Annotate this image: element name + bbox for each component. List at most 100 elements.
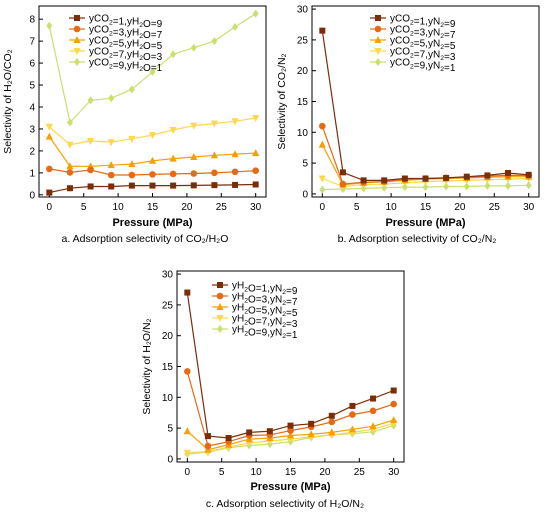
data-point (148, 156, 157, 164)
y-tick-label: 30 (297, 5, 309, 16)
data-point (45, 123, 53, 131)
y-tick-label: 30 (162, 270, 174, 281)
legend-marker (74, 15, 80, 21)
legend-label: yH2O=5,yN2=5 (232, 303, 298, 320)
legend: yCO2=1,yH2O=9yCO2=3,yH2O=7yCO2=5,yH2O=5y… (69, 14, 163, 74)
legend-item: yH2O=3,yN2=7 (212, 292, 298, 309)
x-tick-label: 30 (250, 202, 262, 213)
x-tick-label: 20 (319, 467, 331, 478)
data-point (286, 431, 295, 439)
data-point (369, 422, 377, 430)
series-5 (46, 9, 259, 127)
y-tick-label: 4 (29, 102, 35, 113)
y-axis-label: Selectivity of H₂O/N₂ (141, 318, 153, 414)
y-axis-label: Selectivity of H₂O/CO₂ (2, 49, 14, 153)
data-point (170, 50, 177, 59)
data-point (107, 161, 115, 169)
legend-marker (73, 36, 81, 43)
data-point (339, 169, 346, 176)
x-tick-label: 25 (354, 467, 366, 478)
legend-marker (217, 282, 223, 288)
data-point (108, 94, 115, 103)
data-point (210, 151, 219, 159)
y-tick-label: 8 (29, 15, 35, 26)
data-point (190, 122, 198, 130)
data-point (128, 160, 136, 168)
legend-label: yCO2=7,yH2O=3 (89, 47, 163, 64)
data-point (390, 400, 397, 408)
data-point (252, 9, 259, 18)
chart-a: 0 5 10 15 20 25 30 0 1 2 3 4 5 6 7 8 Pressure (MPa) Selec… (2, 5, 267, 245)
data-point (328, 428, 336, 436)
data-point (211, 182, 218, 189)
data-point (360, 177, 367, 184)
legend-item: yCO2=7,yH2O=3 (69, 47, 163, 64)
data-point (190, 153, 198, 161)
legend-item: yCO2=9,yN2=1 (370, 58, 456, 74)
data-point (390, 416, 398, 424)
data-point (246, 429, 253, 436)
data-point (401, 175, 408, 182)
y-tick-label: 25 (162, 300, 174, 311)
data-point (252, 181, 259, 188)
data-point (422, 175, 429, 182)
legend-marker (375, 15, 381, 21)
y-tick-label: 20 (297, 66, 309, 77)
x-tick-label: 15 (147, 202, 159, 213)
data-point (443, 182, 450, 191)
data-point (46, 21, 53, 30)
data-point (231, 118, 239, 126)
data-point (287, 427, 294, 434)
legend-item: yCO2=1,yN2=9 (370, 14, 456, 30)
data-point (169, 170, 177, 178)
legend-marker (374, 48, 382, 55)
x-tick-label: 0 (47, 202, 53, 213)
data-point (319, 122, 326, 130)
x-tick-label: 25 (216, 202, 228, 213)
x-tick-label: 15 (420, 202, 432, 213)
data-point (66, 169, 74, 176)
y-tick-label: 1 (29, 168, 35, 179)
x-axis-label: Pressure (MPa) (250, 481, 330, 493)
y-tick-label: 15 (162, 362, 174, 373)
data-point (505, 181, 512, 190)
legend-item: yCO2=3,yN2=7 (370, 25, 456, 41)
x-tick-label: 20 (181, 202, 193, 213)
series-4 (45, 114, 260, 149)
legend-marker (73, 48, 81, 55)
data-point (183, 449, 191, 457)
x-tick-label: 5 (354, 202, 360, 213)
data-point (484, 181, 491, 190)
y-tick-label: 20 (162, 331, 174, 342)
x-tick-label: 0 (320, 202, 326, 213)
data-point (87, 166, 94, 174)
y-tick-label: 10 (162, 393, 174, 404)
data-point (348, 425, 357, 433)
legend-label: yH2O=3,yN2=7 (232, 292, 298, 309)
data-point (128, 182, 135, 189)
x-axis-label: Pressure (MPa) (385, 217, 465, 229)
y-tick-label: 2 (29, 146, 35, 157)
data-point (328, 412, 335, 419)
data-point (149, 67, 156, 76)
data-point (318, 140, 326, 148)
series-1 (184, 289, 397, 441)
x-tick-label: 25 (489, 202, 501, 213)
legend-label: yH2O=9,yN2=1 (232, 325, 298, 342)
data-point (190, 170, 198, 177)
legend-item: yCO2=1,yH2O=9 (69, 14, 163, 30)
legend-label: yH2O=1,yN2=9 (232, 281, 298, 298)
legend: yH2O=1,yN2=9yH2O=3,yN2=7yH2O=5,yN2=5yH2O… (212, 281, 298, 342)
data-point (107, 139, 115, 147)
chart-c: 0 5 10 15 20 25 30 0 5 10 15 20 25 30 Pressure (MPa) Se… (141, 270, 405, 510)
data-point (169, 154, 177, 162)
data-point (190, 43, 197, 52)
x-tick-label: 5 (81, 202, 87, 213)
legend-label: yCO2=5,yH2O=5 (89, 36, 163, 53)
y-axis-label-group: Selectivity of CO₂/N₂ (276, 53, 288, 149)
data-point (307, 430, 315, 438)
data-point (46, 165, 53, 173)
legend-item: yCO2=5,yH2O=5 (69, 36, 163, 53)
legend-item: yH2O=7,yN2=3 (212, 314, 298, 330)
